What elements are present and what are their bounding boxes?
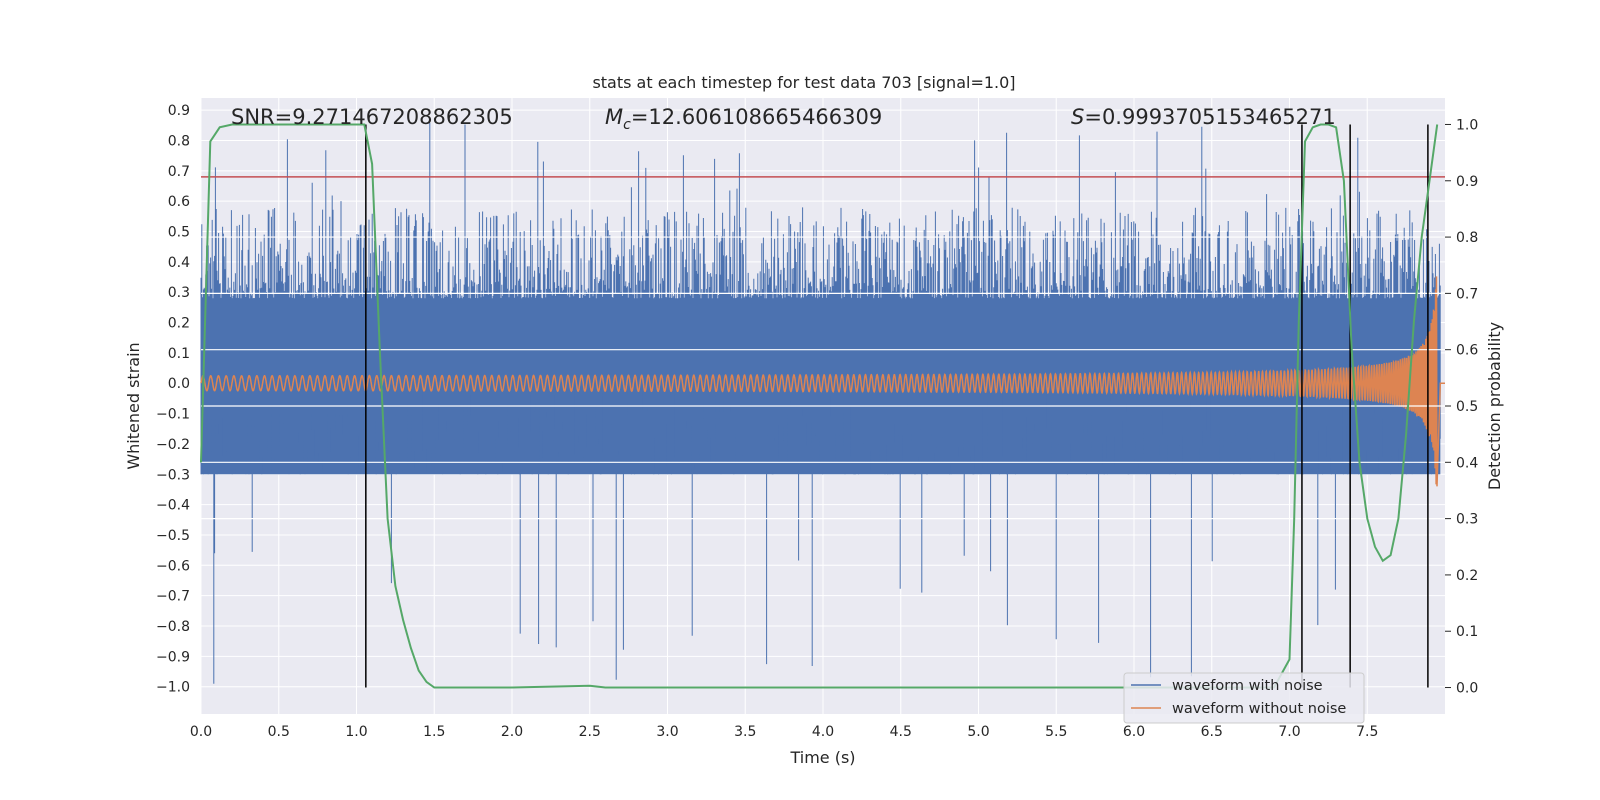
legend-label-clean: waveform without noise	[1172, 701, 1346, 717]
y-left-tick-label: 0.9	[168, 103, 190, 119]
y-left-tick-label: −0.1	[156, 407, 190, 423]
y-axis-left-ticks: 0.9 0.8 0.7 0.6 0.5 0.4 0.3 0.2 0.1 0.0 −0.1 −0.2 −0…	[156, 103, 190, 696]
chirp-trace	[200, 276, 1445, 487]
legend-box	[1123, 672, 1365, 724]
snr-annotation: SNR=9.271467208862305	[231, 105, 513, 129]
y-left-tick-label: 0.0	[168, 376, 190, 392]
x-tick-label: 0.0	[190, 724, 212, 740]
y-right-tick-label: 0.6	[1456, 343, 1478, 359]
s-annotation: S=0.9993705153465271	[1071, 105, 1336, 129]
y-left-tick-label: −0.4	[156, 498, 190, 514]
x-axis-ticks: 0.0 0.5 1.0 1.5 2.0 2.5 3.0 3.5 4.0 4.5 5.0 5.5 6.0 6…	[190, 724, 1379, 740]
s-symbol: S	[1071, 105, 1084, 129]
x-tick-label: 1.5	[423, 724, 445, 740]
x-tick-label: 6.0	[1123, 724, 1145, 740]
legend: waveform with noise waveform without noi…	[1123, 672, 1365, 724]
y-left-tick-label: −0.7	[156, 589, 190, 605]
y-left-tick-label: −0.6	[156, 558, 190, 574]
series-waveform-without-noise	[200, 276, 1445, 487]
s-value: =0.9993705153465271	[1084, 105, 1335, 129]
chirp-mass-annotation: Mc=12.606108665466309	[605, 105, 882, 133]
y-left-tick-label: −0.9	[156, 649, 190, 665]
chirp-mass-subscript: c	[623, 117, 631, 133]
x-tick-label: 1.0	[345, 724, 367, 740]
y-left-tick-label: 0.1	[168, 346, 190, 362]
x-tick-label: 2.0	[501, 724, 523, 740]
y-left-tick-label: 0.3	[168, 285, 190, 301]
chirp-mass-symbol: M	[605, 105, 623, 129]
y-left-tick-label: −0.2	[156, 437, 190, 453]
x-tick-label: 6.5	[1201, 724, 1223, 740]
y-axis-right-label: Detection probability	[1485, 322, 1504, 490]
y-right-tick-label: 0.7	[1456, 286, 1478, 302]
y-right-tick-label: 0.4	[1456, 455, 1478, 471]
gap-lines	[201, 236, 1445, 520]
y-left-tick-label: 0.8	[168, 133, 190, 149]
y-right-tick-label: 0.2	[1456, 568, 1478, 584]
y-left-tick-label: 0.2	[168, 316, 190, 332]
y-left-tick-label: −1.0	[156, 680, 190, 696]
y-right-tick-label: 0.1	[1456, 624, 1478, 640]
x-tick-label: 5.0	[967, 724, 989, 740]
y-left-tick-label: 0.7	[168, 164, 190, 180]
y-left-tick-label: 0.6	[168, 194, 190, 210]
x-tick-label: 3.5	[734, 724, 756, 740]
y-right-tick-label: 1.0	[1456, 117, 1478, 133]
x-tick-label: 7.0	[1278, 724, 1300, 740]
chart-title: stats at each timestep for test data 703…	[592, 73, 1015, 92]
x-tick-label: 7.5	[1356, 724, 1378, 740]
y-left-tick-label: −0.3	[156, 467, 190, 483]
x-tick-label: 2.5	[579, 724, 601, 740]
y-left-tick-label: 0.5	[168, 225, 190, 241]
y-left-tick-label: −0.8	[156, 619, 190, 635]
y-axis-right-ticks: 1.0 0.9 0.8 0.7 0.6 0.5 0.4 0.3 0.2 0.1 0.0	[1445, 117, 1478, 697]
x-tick-label: 0.5	[268, 724, 290, 740]
chirp-mass-value: =12.606108665466309	[631, 105, 882, 129]
y-axis-left-label: Whitened strain	[124, 342, 143, 469]
legend-label-noise: waveform with noise	[1172, 678, 1323, 694]
x-axis-label: Time (s)	[789, 748, 855, 767]
y-left-tick-label: 0.4	[168, 255, 190, 271]
x-tick-label: 5.5	[1045, 724, 1067, 740]
y-right-tick-label: 0.5	[1456, 399, 1478, 415]
probability-trace	[200, 123, 1439, 689]
x-tick-label: 4.0	[812, 724, 834, 740]
y-right-tick-label: 0.8	[1456, 230, 1478, 246]
plot-area	[200, 98, 1445, 714]
y-left-tick-label: −0.5	[156, 528, 190, 544]
y-right-tick-label: 0.9	[1456, 174, 1478, 190]
series-detection-probability	[200, 123, 1439, 689]
y-right-tick-label: 0.0	[1456, 681, 1478, 697]
x-tick-label: 3.0	[656, 724, 678, 740]
y-right-tick-label: 0.3	[1456, 512, 1478, 528]
x-tick-label: 4.5	[890, 724, 912, 740]
